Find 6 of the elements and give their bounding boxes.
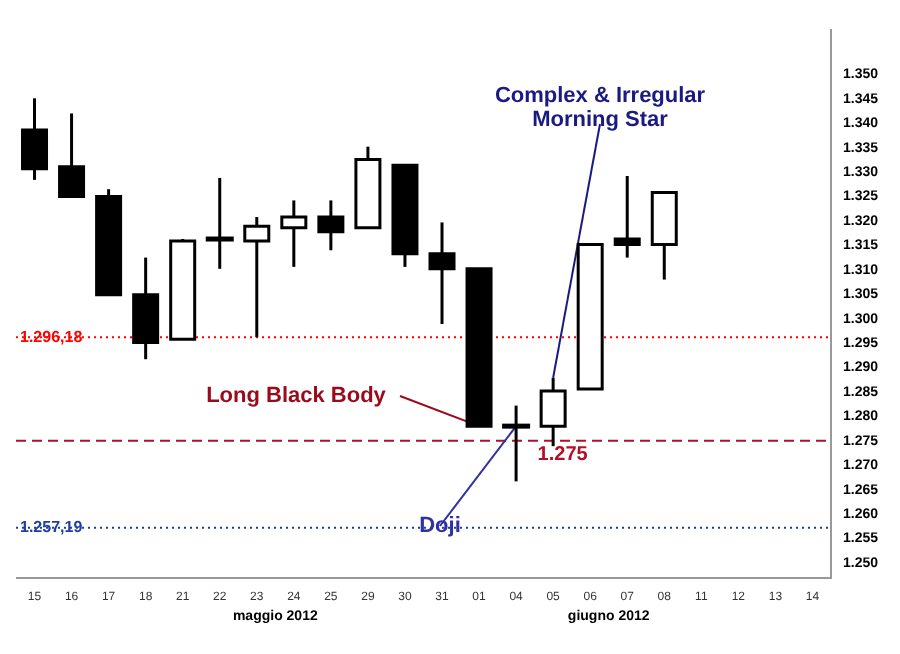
ref-line-label: 1.257,19 [20, 518, 84, 537]
annotation: Doji [419, 514, 461, 539]
annotation: Long Black Body [206, 384, 388, 409]
ref-line-label: 1.296,18 [20, 327, 84, 346]
annotation: Complex & Irregular Morning Star [494, 84, 707, 133]
ref-line-label: 1.275 [537, 444, 589, 467]
